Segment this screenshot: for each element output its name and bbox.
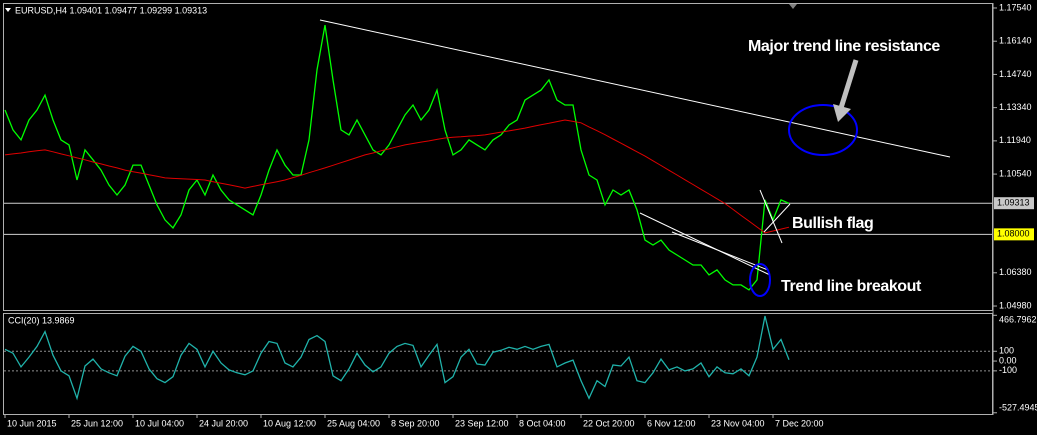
y-tick-label: 1.10540 — [999, 168, 1032, 178]
y-tick-label: 1.16140 — [999, 36, 1032, 46]
resistance-circle — [788, 104, 858, 156]
breakout-trend-line — [671, 231, 769, 271]
y-tick-label: 1.13340 — [999, 102, 1032, 112]
y-tick-label: 1.17540 — [999, 2, 1032, 12]
x-tick-label: 8 Sep 20:00 — [391, 418, 440, 428]
arrow-shaft — [838, 59, 859, 109]
y-tick-label: 1.06380 — [999, 267, 1032, 277]
x-tick-label: 10 Jun 2015 — [7, 418, 57, 428]
annotation: Bullish flag — [792, 215, 873, 232]
y-tick-label: -100 — [999, 365, 1017, 375]
plot — [4, 24, 992, 401]
flag-line — [763, 203, 791, 233]
x-tick-label: 6 Nov 12:00 — [647, 418, 696, 428]
major-trend-line — [319, 19, 951, 158]
x-tick-label: 23 Sep 12:00 — [455, 418, 509, 428]
x-tick-label: 10 Aug 12:00 — [263, 418, 316, 428]
series-line — [4, 119, 790, 234]
x-tick-label: 22 Oct 20:00 — [583, 418, 635, 428]
annotation: Major trend line resistance — [748, 38, 940, 55]
x-tick-label: 25 Jun 12:00 — [71, 418, 123, 428]
y-tick-label: 0.00 — [999, 355, 1017, 365]
indicator-title: CCI(20) 13.9869 — [8, 315, 75, 325]
level-box — [994, 197, 1034, 210]
x-tick-label: 7 Dec 20:00 — [775, 418, 824, 428]
y-tick-label: -527.4945 — [999, 402, 1037, 412]
flag-line — [759, 189, 783, 244]
level-box — [994, 228, 1034, 241]
series-line — [4, 24, 790, 291]
y-tick-label: 466.7962 — [999, 314, 1037, 324]
x-tick-label: 23 Nov 04:00 — [711, 418, 765, 428]
y-tick-label: 100 — [999, 346, 1014, 356]
y-tick-label: 1.11940 — [999, 135, 1031, 145]
scroll-marker — [789, 4, 797, 9]
level-label: 1.09313 — [997, 198, 1030, 208]
level-label: 1.08000 — [997, 229, 1030, 239]
annotation: Trend line breakout — [781, 278, 922, 295]
x-tick-label: 10 Jul 04:00 — [135, 418, 184, 428]
arrow-head — [833, 104, 851, 122]
x-tick-label: 25 Aug 04:00 — [327, 418, 380, 428]
chart-title: EURUSD,H4 1.09401 1.09477 1.09299 1.0931… — [15, 5, 207, 15]
series-line — [4, 315, 790, 401]
menu-triangle — [5, 8, 11, 12]
breakout-trend-line — [639, 212, 771, 276]
breakout-circle — [749, 263, 771, 297]
x-tick-label: 8 Oct 04:00 — [519, 418, 566, 428]
y-tick-label: 1.04980 — [999, 300, 1032, 310]
y-tick-label: 1.14740 — [999, 69, 1032, 79]
x-tick-label: 24 Jul 20:00 — [199, 418, 248, 428]
